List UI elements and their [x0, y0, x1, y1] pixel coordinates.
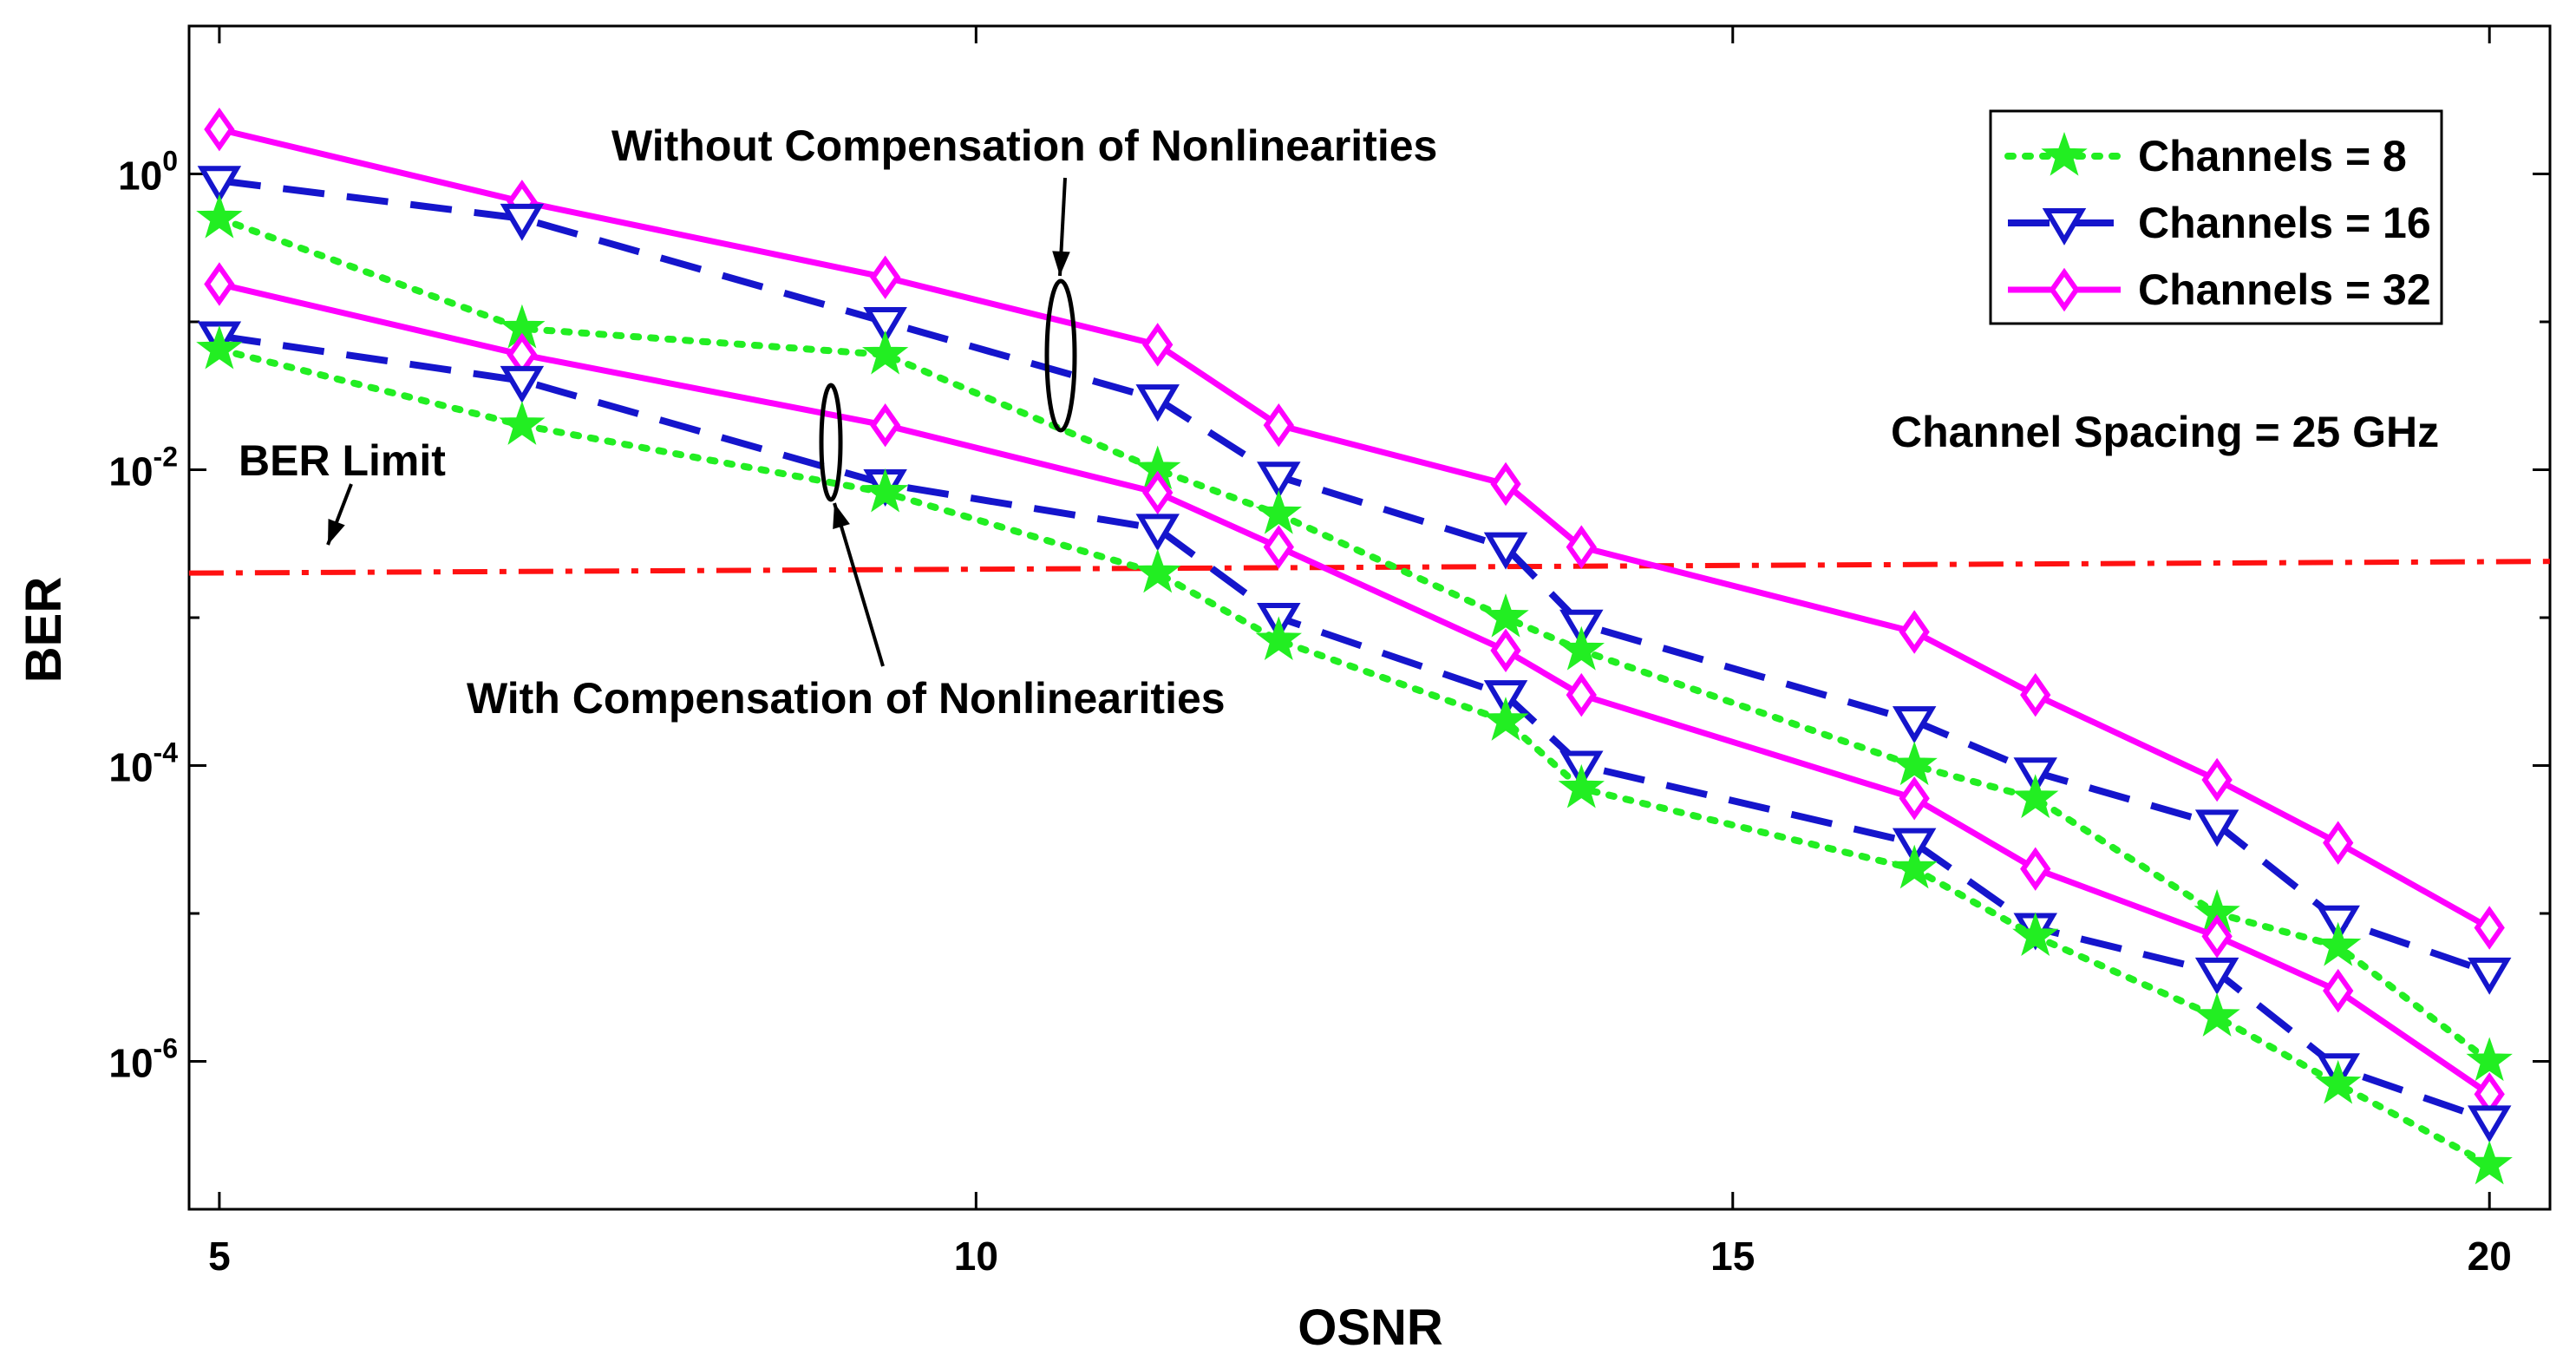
annotation-layer: Without Compensation of Nonlinearities W…: [239, 121, 2439, 723]
data-point-marker: [499, 401, 546, 445]
series-line: [215, 345, 2494, 1168]
data-point-marker: [1263, 403, 1294, 448]
data-point-marker: [2201, 757, 2233, 802]
data-point-marker: [1255, 616, 1302, 661]
data-point-marker: [2467, 1105, 2512, 1143]
legend-marker: [2049, 267, 2080, 312]
annotation-ber-limit: BER Limit: [239, 436, 446, 485]
without-arrow-head: [1052, 251, 1070, 276]
data-point-marker: [1490, 461, 1521, 507]
annotation-channel-spacing: Channel Spacing = 25 GHz: [1891, 408, 2439, 456]
data-point-marker: [2474, 906, 2505, 950]
data-point-marker: [1263, 525, 1294, 569]
y-axis-title: BER: [16, 577, 72, 683]
data-point-marker: [2201, 914, 2233, 959]
x-tick-label: 15: [1710, 1234, 1755, 1279]
with-group-ellipse: [819, 383, 843, 502]
data-point-marker: [2194, 809, 2239, 848]
data-point-marker: [1482, 697, 1529, 741]
data-point-marker: [2194, 992, 2240, 1037]
data-point-marker: [500, 365, 545, 403]
data-point-marker: [869, 255, 901, 299]
data-point-marker: [2323, 821, 2354, 865]
data-point-marker: [1135, 514, 1180, 552]
data-point-marker: [1566, 672, 1597, 717]
annotation-with: With Compensation of Nonlinearities: [467, 674, 1226, 723]
data-point-marker: [1483, 532, 1528, 570]
data-point-marker: [2466, 1140, 2513, 1185]
data-point-marker: [2323, 968, 2354, 1013]
legend: Channels = 8 Channels = 16 Channels = 32: [1989, 109, 2443, 325]
x-tick-label: 10: [954, 1234, 998, 1279]
data-point-marker: [2194, 957, 2239, 995]
series-line: [219, 332, 2491, 1124]
legend-marker: [2042, 208, 2087, 245]
data-point-marker: [862, 330, 909, 375]
y-tick-label: 10-2: [108, 442, 178, 494]
data-point-marker: [1892, 706, 1937, 744]
data-point-marker: [1566, 525, 1597, 569]
x-axis-title: OSNR: [1298, 1299, 1443, 1356]
data-point-marker: [2466, 1037, 2513, 1082]
legend-marker: [2041, 131, 2088, 176]
data-point-marker: [1899, 610, 1930, 654]
series-with-8: [196, 324, 2513, 1185]
legend-entry-3: Channels = 32: [2008, 265, 2431, 314]
legend-label: Channels = 8: [2138, 132, 2407, 180]
data-point-marker: [1257, 461, 1301, 500]
legend-label: Channels = 32: [2138, 265, 2431, 314]
data-point-marker: [2315, 921, 2362, 966]
data-point-marker: [1255, 489, 1302, 534]
series-layer: [188, 107, 2551, 1185]
annotation-without: Without Compensation of Nonlinearities: [611, 121, 1437, 170]
data-point-marker: [196, 324, 243, 370]
ber-limit-arrow-head: [328, 519, 345, 545]
without-group-ellipse: [1044, 278, 1077, 433]
data-point-marker: [863, 307, 907, 344]
series-without-8: [196, 193, 2513, 1082]
data-point-marker: [1482, 592, 1529, 638]
data-point-marker: [1142, 470, 1174, 515]
data-point-marker: [869, 403, 901, 448]
data-point-marker: [197, 166, 242, 204]
legend-label: Channels = 16: [2138, 199, 2431, 247]
data-point-marker: [2467, 957, 2512, 995]
data-point-marker: [2020, 672, 2051, 717]
series-line: [219, 177, 2491, 976]
y-tick-label: 10-4: [108, 737, 178, 790]
series-line: [215, 214, 2494, 1065]
data-point-marker: [1891, 741, 1938, 786]
y-tick-label: 100: [118, 146, 178, 199]
data-point-marker: [1490, 628, 1521, 673]
series-line: [219, 126, 2491, 931]
data-point-marker: [2315, 1059, 2362, 1104]
x-tick-label: 5: [208, 1234, 231, 1279]
data-point-marker: [1891, 844, 1938, 889]
legend-entry-2: Channels = 16: [2008, 199, 2431, 247]
data-point-marker: [1134, 548, 1181, 593]
data-point-marker: [1558, 763, 1605, 808]
data-point-marker: [2012, 912, 2059, 957]
y-tick-label: 10-6: [108, 1033, 178, 1086]
with-arrow: [833, 502, 885, 667]
data-point-marker: [204, 262, 235, 306]
with-arrow-head: [833, 503, 850, 529]
data-point-marker: [862, 468, 909, 513]
data-point-marker: [196, 193, 243, 239]
data-point-marker: [1899, 776, 1930, 821]
data-point-marker: [1142, 323, 1174, 367]
axis-ticks: 5 10 15 20 100 10-2 10-4 10-6: [108, 24, 2550, 1279]
data-point-marker: [1558, 625, 1605, 671]
data-point-marker: [500, 203, 545, 241]
legend-entry-1: Channels = 8: [2004, 131, 2407, 180]
data-point-marker: [2020, 847, 2051, 891]
data-point-marker: [2012, 774, 2059, 819]
series-without-16: [197, 166, 2512, 995]
data-point-marker: [204, 107, 235, 152]
x-tick-label: 20: [2468, 1234, 2512, 1279]
data-point-marker: [1135, 384, 1180, 422]
